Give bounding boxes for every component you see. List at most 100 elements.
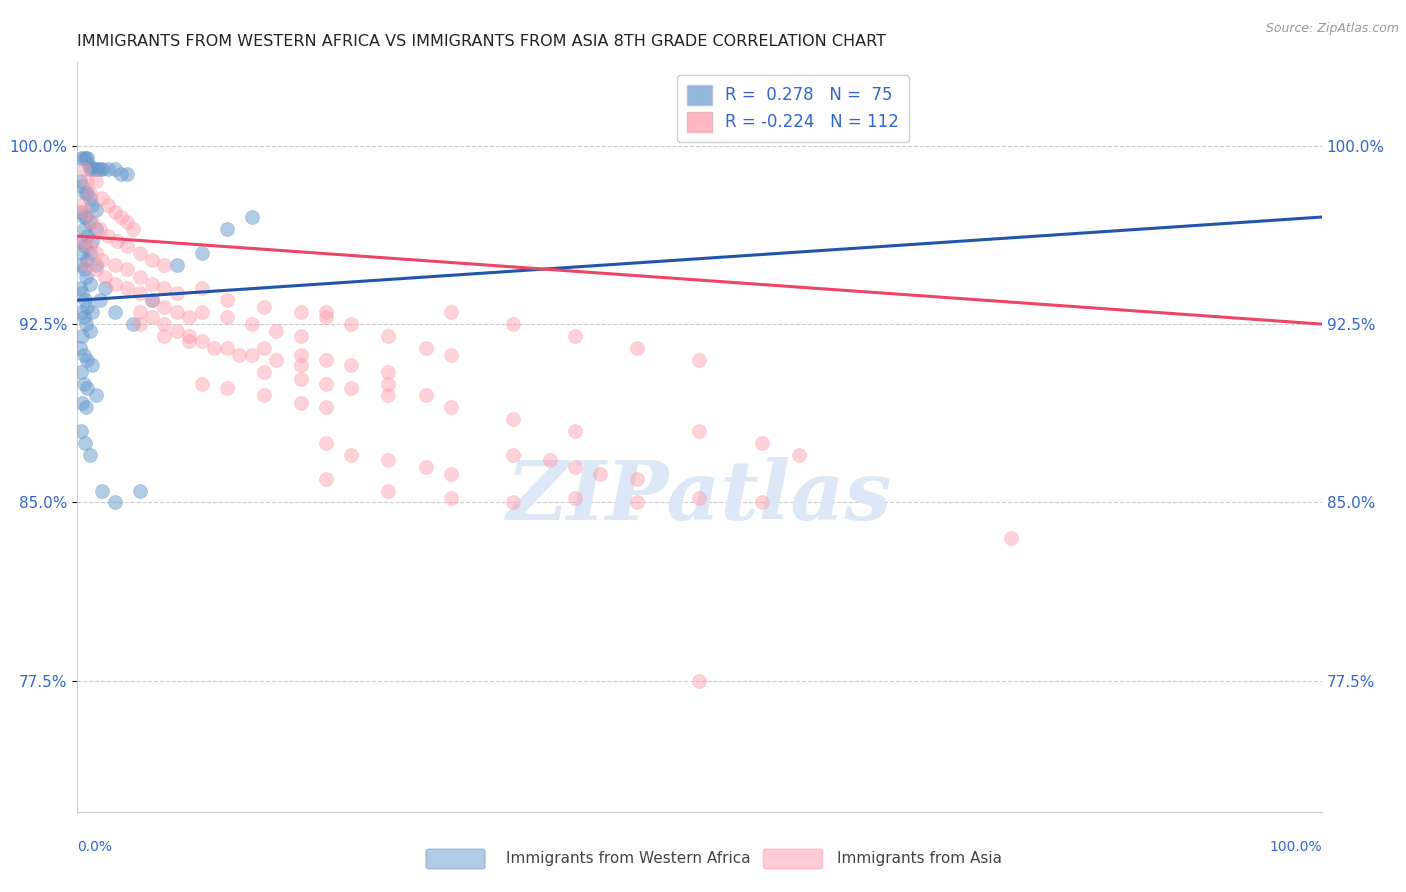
Point: [69, 174, 91, 188]
Point: [191, 305, 214, 319]
Point: [104, 277, 127, 291]
Text: Immigrants from Asia: Immigrants from Asia: [837, 851, 1001, 865]
Point: [84, 245, 107, 260]
Point: [72, 222, 94, 236]
Point: [76, 258, 98, 272]
Point: [84, 262, 107, 277]
Point: [93, 281, 115, 295]
Point: [72, 262, 94, 277]
Point: [128, 483, 150, 498]
Text: ZIPatlas: ZIPatlas: [506, 457, 893, 537]
Point: [215, 381, 238, 395]
Point: [72, 395, 94, 409]
Point: [104, 205, 127, 219]
Point: [191, 334, 214, 348]
Point: [73, 436, 96, 450]
Point: [153, 281, 176, 295]
Point: [377, 329, 399, 343]
Point: [104, 162, 127, 177]
Point: [266, 352, 288, 367]
Legend: R =  0.278   N =  75, R = -0.224   N = 112: R = 0.278 N = 75, R = -0.224 N = 112: [676, 75, 908, 142]
Point: [72, 376, 94, 391]
Point: [79, 186, 101, 201]
Point: [315, 376, 337, 391]
Point: [315, 305, 337, 319]
Point: [73, 238, 96, 252]
Text: IMMIGRANTS FROM WESTERN AFRICA VS IMMIGRANTS FROM ASIA 8TH GRADE CORRELATION CHA: IMMIGRANTS FROM WESTERN AFRICA VS IMMIGR…: [77, 34, 886, 49]
Point: [315, 401, 337, 415]
Point: [240, 317, 263, 331]
Point: [79, 238, 101, 252]
Point: [110, 167, 132, 181]
Point: [315, 352, 337, 367]
Point: [340, 381, 363, 395]
Point: [415, 459, 437, 474]
Point: [91, 252, 114, 267]
Point: [128, 305, 150, 319]
Point: [266, 324, 288, 338]
Point: [70, 424, 93, 438]
Point: [79, 245, 101, 260]
Point: [84, 174, 107, 188]
Point: [115, 215, 138, 229]
Point: [69, 281, 91, 295]
Point: [75, 151, 97, 165]
Point: [70, 305, 93, 319]
Point: [290, 348, 312, 362]
Point: [86, 162, 108, 177]
Point: [97, 198, 120, 212]
Point: [377, 376, 399, 391]
Y-axis label: 8th Grade: 8th Grade: [0, 402, 3, 472]
Point: [89, 222, 111, 236]
Point: [70, 198, 93, 212]
Point: [84, 202, 107, 217]
Point: [253, 341, 276, 355]
Point: [76, 186, 98, 201]
Point: [97, 229, 120, 244]
Point: [76, 151, 98, 165]
Point: [128, 245, 150, 260]
Point: [153, 301, 176, 315]
Point: [76, 229, 98, 244]
Point: [377, 483, 399, 498]
Point: [79, 162, 101, 177]
Point: [72, 348, 94, 362]
Point: [72, 286, 94, 301]
Point: [439, 305, 461, 319]
Point: [70, 151, 93, 165]
Point: [191, 281, 214, 295]
Point: [290, 358, 312, 372]
Point: [72, 245, 94, 260]
Point: [253, 388, 276, 402]
Point: [82, 305, 104, 319]
Point: [82, 234, 104, 248]
Point: [153, 258, 176, 272]
Point: [179, 310, 201, 324]
Point: [179, 334, 201, 348]
Point: [166, 286, 188, 301]
Point: [228, 348, 250, 362]
Point: [290, 305, 312, 319]
Point: [502, 448, 524, 462]
Point: [76, 174, 98, 188]
Point: [377, 452, 399, 467]
Point: [153, 329, 176, 343]
Point: [122, 222, 145, 236]
Point: [82, 358, 104, 372]
Point: [72, 179, 94, 194]
Point: [215, 293, 238, 308]
Point: [689, 673, 711, 688]
Point: [141, 310, 163, 324]
Point: [315, 310, 337, 324]
Point: [79, 324, 101, 338]
Point: [502, 412, 524, 426]
Point: [82, 162, 104, 177]
Point: [141, 252, 163, 267]
Point: [69, 341, 91, 355]
Point: [564, 459, 586, 474]
Point: [84, 222, 107, 236]
Point: [253, 365, 276, 379]
Point: [626, 341, 648, 355]
Point: [79, 191, 101, 205]
Point: [72, 234, 94, 248]
